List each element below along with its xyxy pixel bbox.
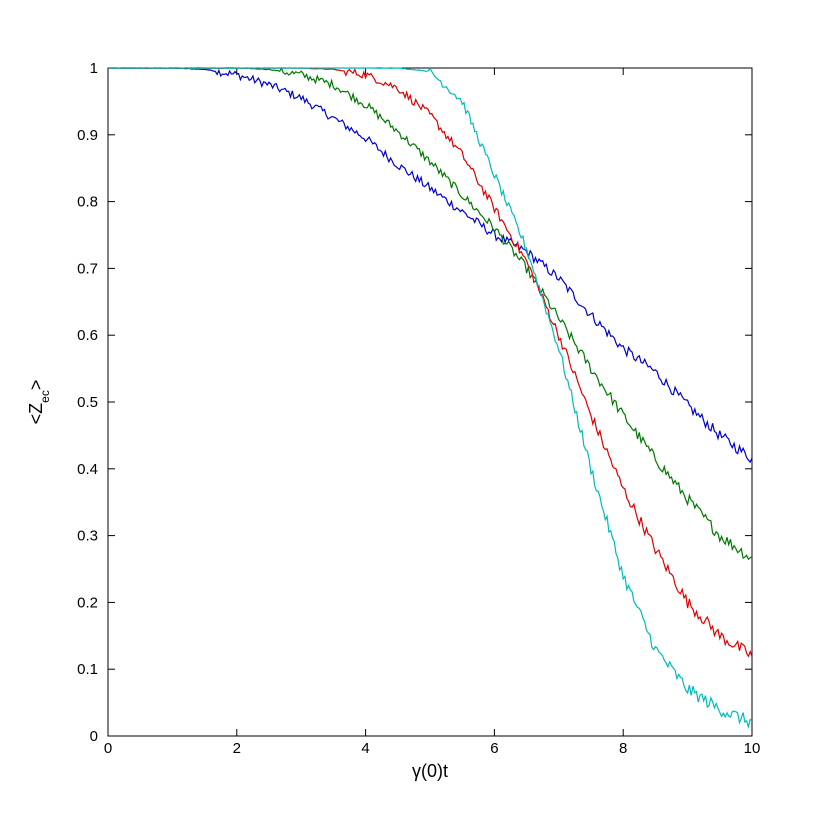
series-line-4 [108, 67, 753, 730]
series-line-1 [107, 67, 753, 464]
y-axis-label-main: <Z [26, 403, 46, 425]
axis-ticks [107, 67, 753, 737]
y-tick-label: 0.8 [77, 194, 98, 211]
x-tick-label: 6 [490, 740, 498, 757]
y-tick-label: 0.2 [77, 594, 98, 611]
x-tick-label: 0 [104, 740, 112, 757]
x-tick-label: 10 [744, 740, 761, 757]
y-tick-label: 0.4 [77, 461, 98, 478]
svg-text:<Zec>: <Zec> [26, 380, 52, 425]
x-tick-label: 8 [619, 740, 627, 757]
plot-frame [107, 67, 753, 737]
y-tick-label: 0 [90, 728, 98, 745]
x-tick-label: 4 [361, 740, 369, 757]
series-line-3 [107, 67, 753, 658]
x-tick-label: 2 [233, 740, 241, 757]
y-tick-label: 1 [90, 60, 98, 77]
y-axis-label-subscript: ec [38, 390, 52, 403]
y-tick-label: 0.5 [77, 394, 98, 411]
x-axis-label: γ(0)t [412, 761, 448, 781]
series-layer [107, 66, 753, 730]
y-axis-label-close: > [26, 380, 46, 391]
y-tick-label: 0.6 [77, 327, 98, 344]
y-axis-label: <Zec> [26, 380, 52, 425]
y-tick-label: 0.7 [77, 260, 98, 277]
y-tick-label: 0.1 [77, 661, 98, 678]
y-tick-label: 0.9 [77, 127, 98, 144]
y-tick-label: 0.3 [77, 528, 98, 545]
series-line-2 [108, 66, 753, 561]
tick-labels: 0 2 4 6 8 10 0 0.1 0.2 0.3 0.4 0.5 0.6 0.7 0.8 0.9 1 [77, 60, 760, 757]
